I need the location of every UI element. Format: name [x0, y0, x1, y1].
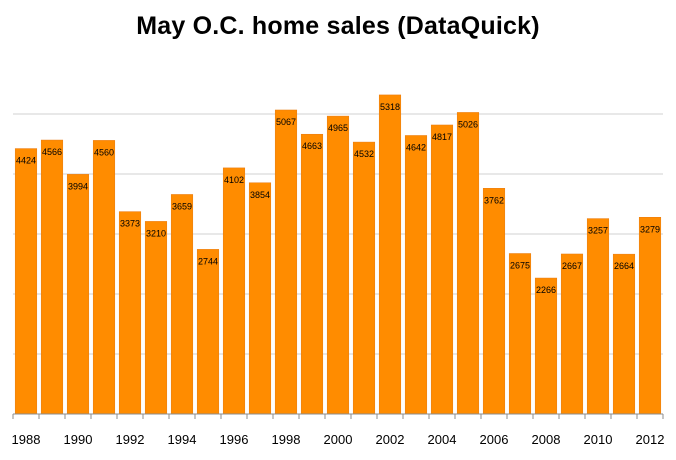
x-tick-label: 2008: [532, 432, 561, 447]
bar: [534, 277, 558, 415]
x-tick-label: 1988: [12, 432, 41, 447]
x-tick-label: 1994: [168, 432, 197, 447]
chart-title: May O.C. home sales (DataQuick): [136, 12, 540, 40]
x-tick-label: 2002: [376, 432, 405, 447]
x-tick-label: 1992: [116, 432, 145, 447]
data-label: 4642: [406, 142, 426, 152]
data-label: 3762: [484, 195, 504, 205]
data-label: 3854: [250, 190, 270, 200]
bar: [118, 211, 142, 415]
data-label: 2675: [510, 261, 530, 271]
data-labels: 4424 4566 3994 4560 3373 3210 3659 2744 4102 3854…: [16, 102, 660, 295]
data-label: 3279: [640, 224, 660, 234]
bar: [274, 109, 298, 415]
data-label: 2266: [536, 285, 556, 295]
bar: [430, 124, 454, 415]
data-label: 3659: [172, 201, 192, 211]
x-tick-label: 2000: [324, 432, 353, 447]
data-label: 4566: [42, 147, 62, 157]
data-label: 4102: [224, 175, 244, 185]
bars: [14, 94, 662, 415]
x-tick-label: 2004: [428, 432, 457, 447]
data-label: 5067: [276, 117, 296, 127]
bar: [92, 140, 116, 415]
data-label: 4965: [328, 123, 348, 133]
bar: [222, 167, 246, 415]
data-label: 3257: [588, 226, 608, 236]
data-label: 4424: [16, 156, 36, 166]
data-label: 4532: [354, 149, 374, 159]
bar: [560, 253, 584, 415]
bar: [40, 139, 64, 415]
bar: [508, 253, 532, 415]
data-label: 2664: [614, 261, 634, 271]
x-tick-label: 2012: [636, 432, 665, 447]
x-axis: 1988 1990 1992 1994 1996 1998 2000 2002 2004 2006…: [12, 413, 665, 447]
bar: [300, 133, 324, 415]
x-tick-label: 2006: [480, 432, 509, 447]
bar: [170, 194, 194, 415]
x-tick-label: 2010: [584, 432, 613, 447]
bar: [482, 188, 506, 415]
data-label: 3373: [120, 219, 140, 229]
data-label: 4817: [432, 132, 452, 142]
bar: [248, 182, 272, 415]
bar: [586, 218, 610, 415]
data-label: 2744: [198, 256, 218, 266]
bar: [352, 141, 376, 415]
x-tick-label: 1996: [220, 432, 249, 447]
bar: [326, 115, 350, 415]
bar: [612, 253, 636, 415]
data-label: 4560: [94, 147, 114, 157]
bar: [66, 174, 90, 415]
bar: [144, 221, 168, 415]
data-label: 5026: [458, 119, 478, 129]
data-label: 2667: [562, 261, 582, 271]
x-tick-label: 1998: [272, 432, 301, 447]
bar: [404, 135, 428, 415]
data-label: 5318: [380, 102, 400, 112]
data-label: 3994: [68, 181, 88, 191]
bar: [14, 148, 38, 415]
bar: [196, 249, 220, 415]
x-tick-label: 1990: [64, 432, 93, 447]
bar: [456, 112, 480, 415]
bar: [638, 217, 662, 415]
bar: [378, 94, 402, 415]
data-label: 3210: [146, 228, 166, 238]
data-label: 4663: [302, 141, 322, 151]
